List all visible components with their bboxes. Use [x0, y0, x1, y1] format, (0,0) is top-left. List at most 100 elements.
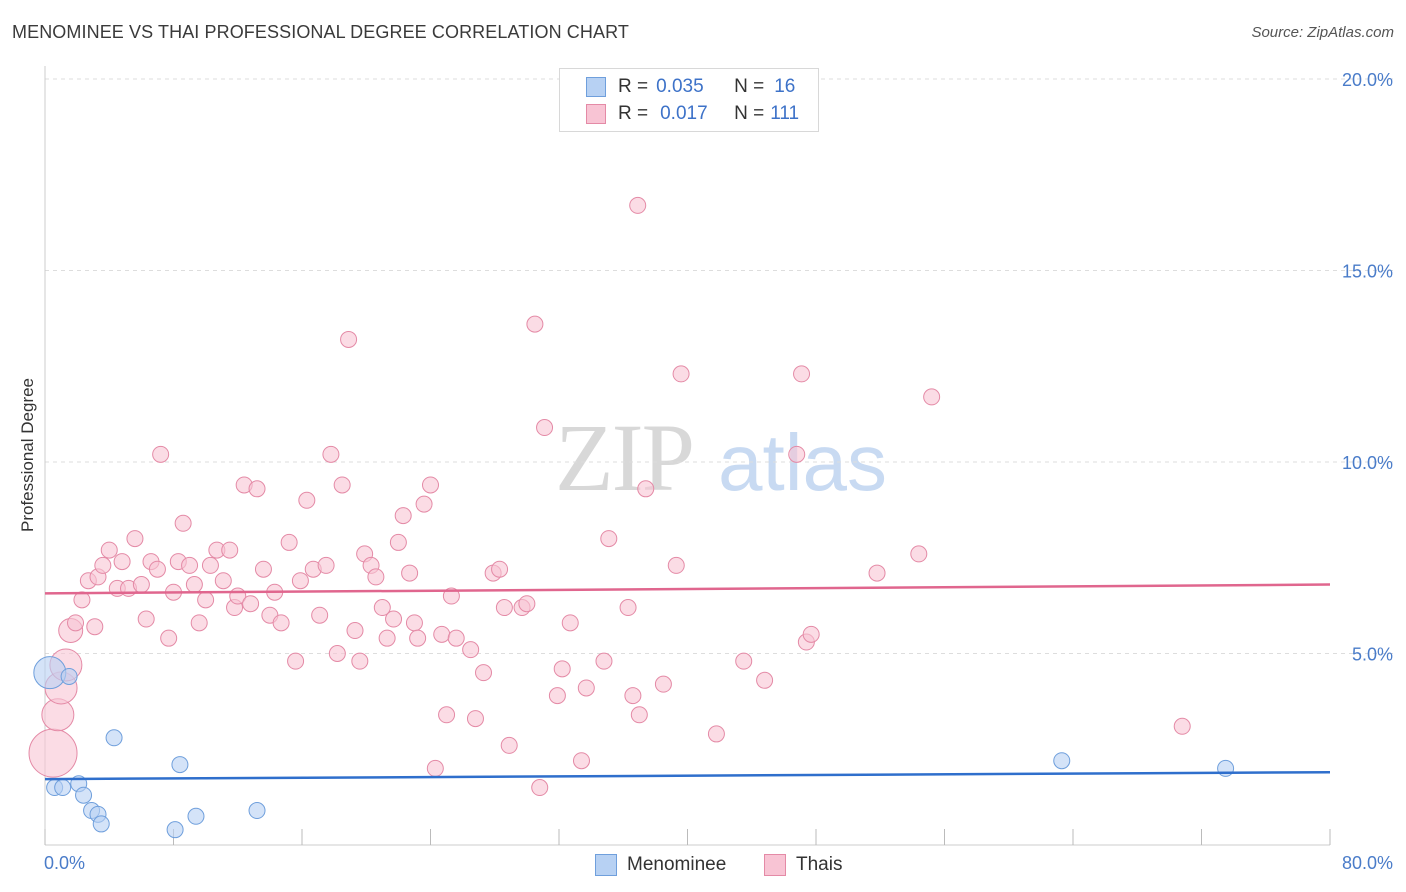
- thai-point: [248, 480, 266, 498]
- thai-point: [475, 664, 493, 682]
- menominee-swatch: [595, 854, 617, 876]
- menominee-points: [33, 656, 1235, 839]
- trend-lines: [44, 583, 1331, 781]
- thai-point: [333, 476, 351, 494]
- legend-r-value: 0.017: [660, 103, 708, 124]
- thai-point: [447, 629, 465, 647]
- menominee-point: [105, 729, 123, 747]
- chart-title: MENOMINEE VS THAI PROFESSIONAL DEGREE CO…: [12, 22, 629, 42]
- legend-n-label: N =: [734, 76, 765, 97]
- thai-point: [923, 388, 941, 406]
- thai-point: [415, 495, 433, 513]
- thai-point: [86, 618, 104, 636]
- y-tick-label: 20.0%: [1342, 70, 1393, 90]
- thai-point: [629, 196, 647, 214]
- thai-point: [373, 599, 391, 617]
- y-tick-label: 10.0%: [1342, 453, 1393, 473]
- menominee-point: [33, 656, 67, 690]
- thai-point: [148, 560, 166, 578]
- source-label: Source: ZipAtlas.com: [1251, 24, 1394, 41]
- legend-r-value: 0.035: [656, 76, 704, 97]
- thai-point: [367, 568, 385, 586]
- thai-point: [132, 576, 150, 594]
- menominee-swatch: [586, 77, 606, 97]
- thai-point: [201, 556, 219, 574]
- thai-point: [254, 560, 272, 578]
- thai-point: [793, 365, 811, 383]
- menominee-point: [171, 756, 189, 774]
- watermark-atlas: atlas: [718, 418, 887, 507]
- thai-point: [438, 706, 456, 724]
- menominee-point: [166, 821, 184, 839]
- thai-point: [214, 572, 232, 590]
- thai-point: [442, 587, 460, 605]
- y-tick-label: 5.0%: [1352, 645, 1393, 665]
- thai-point: [572, 752, 590, 770]
- thai-point: [491, 560, 509, 578]
- thai-point: [735, 652, 753, 670]
- thai-point: [707, 725, 725, 743]
- legend-r-label: R =: [618, 76, 649, 97]
- thai-point: [311, 606, 329, 624]
- thai-point: [317, 556, 335, 574]
- thai-point: [630, 706, 648, 724]
- correlation-legend: R = 0.035 N = 16 R = 0.017 N = 111: [559, 68, 819, 132]
- thai-point: [788, 445, 806, 463]
- thai-point: [221, 541, 239, 559]
- thai-point: [401, 564, 419, 582]
- thai-point: [595, 652, 613, 670]
- thai-point: [190, 614, 208, 632]
- thai-point: [389, 533, 407, 551]
- thai-point: [67, 614, 85, 632]
- thai-point: [654, 675, 672, 693]
- thai-point: [346, 622, 364, 640]
- thai-point: [137, 610, 155, 628]
- thai-point: [160, 629, 178, 647]
- thai-swatch: [586, 104, 606, 124]
- thai-point: [426, 759, 444, 777]
- thai-point: [113, 553, 131, 571]
- thai-point: [518, 595, 536, 613]
- thai-point: [100, 541, 118, 559]
- x-tick-label: 0.0%: [44, 853, 85, 873]
- thai-point: [868, 564, 886, 582]
- thai-point: [272, 614, 290, 632]
- thai-point: [298, 491, 316, 509]
- legend-n-value: 16: [774, 76, 796, 97]
- thai-point: [802, 625, 820, 643]
- legend-r-label: R =: [618, 103, 649, 124]
- thai-point: [291, 572, 309, 590]
- thai-point: [328, 645, 346, 662]
- bottom-legend-label: Thais: [796, 854, 843, 875]
- thai-point: [433, 625, 451, 643]
- menominee-point: [187, 807, 205, 825]
- menominee-point: [60, 667, 78, 685]
- thai-point: [287, 652, 305, 670]
- thai-point: [197, 591, 215, 609]
- legend-n-value: 111: [770, 103, 800, 124]
- thai-point: [577, 679, 595, 697]
- thai-trend-line: [44, 583, 1331, 595]
- watermark-zip: ZIP: [555, 404, 693, 511]
- thai-point: [340, 330, 358, 348]
- thai-point: [910, 545, 928, 563]
- thai-point: [409, 629, 427, 647]
- thai-point: [185, 576, 203, 594]
- y-tick-label: 15.0%: [1342, 262, 1393, 282]
- menominee-point: [75, 786, 93, 804]
- thai-point: [405, 614, 423, 632]
- thai-point: [637, 480, 655, 498]
- menominee-point: [248, 802, 266, 820]
- thai-point: [756, 671, 774, 689]
- thai-point: [526, 315, 544, 333]
- thai-point: [422, 476, 439, 494]
- thai-point: [1173, 717, 1191, 735]
- thai-point: [152, 445, 170, 463]
- thai-point: [181, 556, 199, 574]
- thai-point: [548, 687, 566, 705]
- menominee-point: [1053, 752, 1071, 770]
- thai-point: [500, 736, 518, 754]
- legend-row-menominee: R = 0.035 N = 16: [586, 75, 795, 99]
- legend-row-thais: R = 0.017 N = 111: [586, 102, 799, 126]
